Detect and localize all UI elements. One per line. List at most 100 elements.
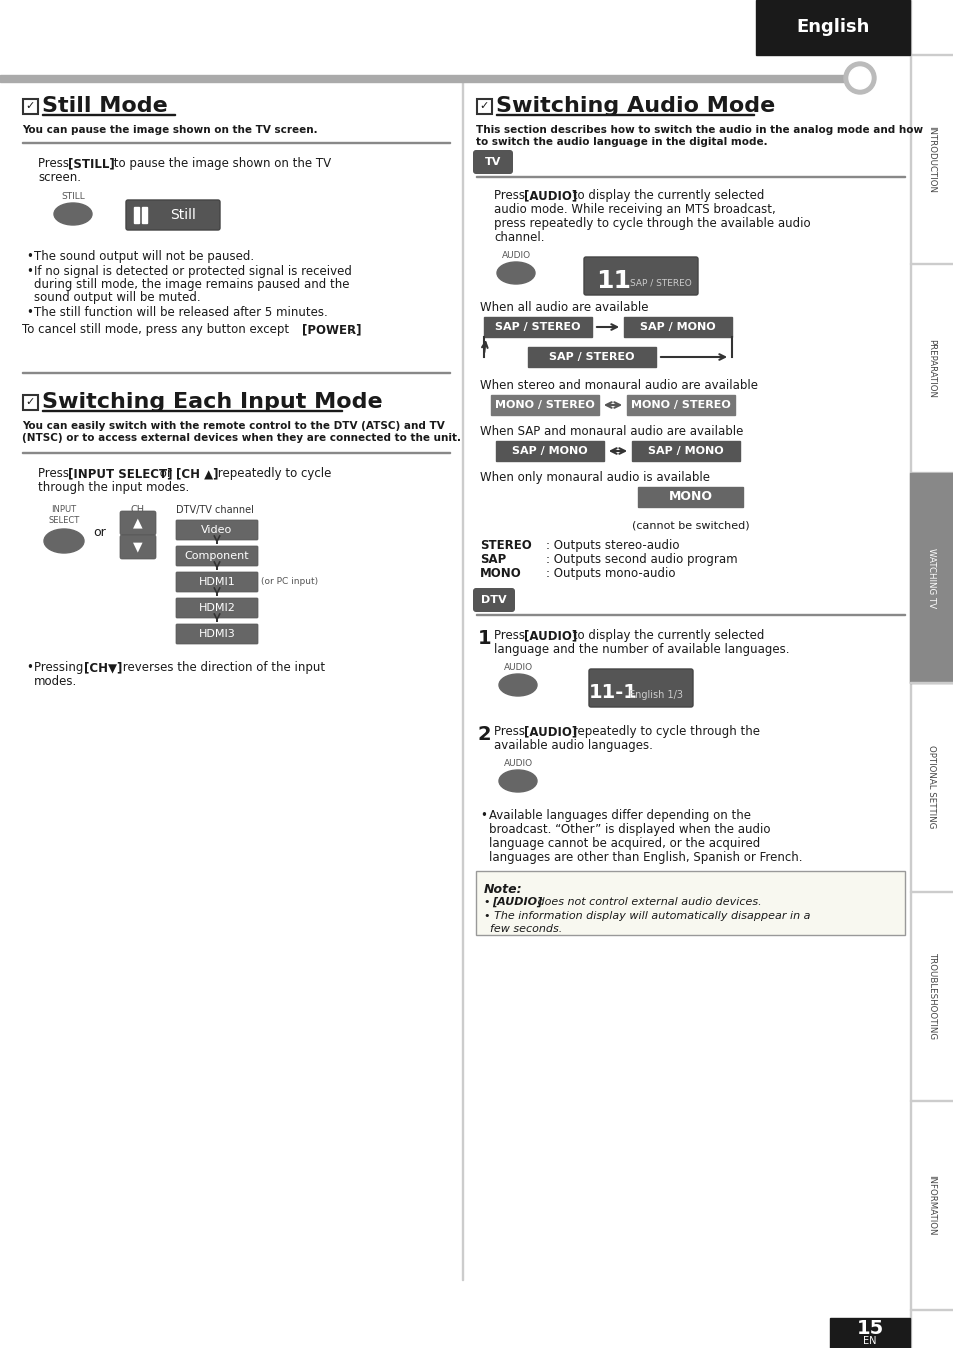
Bar (133, 208, 139, 222)
Text: SAP / STEREO: SAP / STEREO (495, 322, 580, 332)
Text: reverses the direction of the input: reverses the direction of the input (119, 661, 325, 674)
Text: [INPUT SELECT]: [INPUT SELECT] (68, 466, 172, 480)
Text: •: • (479, 809, 486, 822)
Text: •: • (26, 306, 32, 319)
Bar (496, 113, 753, 115)
Text: ✓: ✓ (26, 398, 35, 407)
Text: during still mode, the image remains paused and the: during still mode, the image remains pau… (34, 278, 349, 291)
Text: broadcast. “Other” is displayed when the audio: broadcast. “Other” is displayed when the… (489, 824, 770, 836)
Text: channel.: channel. (494, 231, 544, 244)
Bar (638, 487, 742, 507)
Text: English: English (796, 18, 869, 36)
FancyBboxPatch shape (120, 535, 156, 559)
FancyBboxPatch shape (473, 588, 515, 612)
Text: SAP / STEREO: SAP / STEREO (549, 352, 634, 363)
FancyBboxPatch shape (583, 257, 698, 295)
Text: CH: CH (131, 506, 145, 515)
Text: MONO: MONO (668, 491, 712, 504)
FancyBboxPatch shape (588, 669, 692, 706)
Text: [CH ▲]: [CH ▲] (175, 466, 218, 480)
Bar (42, 113, 174, 115)
Text: HDMI3: HDMI3 (198, 630, 235, 639)
Text: ▼: ▼ (133, 541, 143, 554)
Text: •: • (26, 266, 32, 278)
Text: Component: Component (185, 551, 249, 561)
Text: SAP: SAP (479, 553, 506, 566)
Bar (909, 0, 910, 1348)
Text: [STILL]: [STILL] (68, 156, 114, 170)
Text: or: or (93, 527, 107, 539)
Text: (NTSC) or to access external devices when they are connected to the unit.: (NTSC) or to access external devices whe… (22, 433, 460, 443)
Text: language cannot be acquired, or the acquired: language cannot be acquired, or the acqu… (489, 837, 760, 851)
Text: Available languages differ depending on the: Available languages differ depending on … (489, 809, 750, 822)
Bar (0, 75, 869, 82)
Text: repeatedly to cycle: repeatedly to cycle (213, 466, 331, 480)
Bar (461, 82, 462, 1281)
Text: INPUT
SELECT: INPUT SELECT (49, 506, 79, 526)
FancyBboxPatch shape (476, 871, 904, 936)
Text: Press: Press (38, 466, 72, 480)
Bar (23, 395, 38, 410)
Circle shape (843, 62, 875, 94)
Text: 15: 15 (856, 1318, 882, 1337)
Text: Press: Press (494, 189, 528, 202)
Bar (623, 317, 731, 337)
Text: • The information display will automatically disappear in a: • The information display will automatic… (483, 911, 810, 921)
Text: (cannot be switched): (cannot be switched) (631, 520, 748, 531)
FancyBboxPatch shape (175, 546, 257, 566)
Text: languages are other than English, Spanish or French.: languages are other than English, Spanis… (489, 851, 801, 864)
Text: audio mode. While receiving an MTS broadcast,: audio mode. While receiving an MTS broad… (494, 204, 775, 216)
Text: To cancel still mode, press any button except: To cancel still mode, press any button e… (22, 324, 293, 336)
FancyBboxPatch shape (126, 200, 220, 231)
Text: available audio languages.: available audio languages. (494, 739, 652, 752)
Text: 11-1: 11-1 (588, 683, 637, 702)
Text: : Outputs stereo-audio: : Outputs stereo-audio (545, 539, 679, 551)
Text: TV: TV (484, 156, 500, 167)
Ellipse shape (498, 770, 537, 793)
Bar (476, 98, 492, 115)
Text: ✓: ✓ (26, 101, 35, 112)
Text: [CH▼]: [CH▼] (84, 661, 122, 674)
Text: ✓: ✓ (479, 101, 489, 112)
Text: Press: Press (38, 156, 72, 170)
Bar (496, 441, 603, 461)
Text: few seconds.: few seconds. (490, 923, 561, 934)
Text: STEREO: STEREO (479, 539, 531, 551)
Text: SAP / MONO: SAP / MONO (512, 446, 587, 456)
Text: This section describes how to switch the audio in the analog mode and how: This section describes how to switch the… (476, 125, 923, 135)
Text: TROUBLESHOOTING: TROUBLESHOOTING (926, 953, 936, 1039)
Text: Switching Audio Mode: Switching Audio Mode (496, 97, 775, 116)
Text: 1: 1 (477, 630, 491, 648)
FancyBboxPatch shape (175, 624, 257, 644)
Bar (829, 1318, 909, 1348)
Text: .: . (350, 324, 354, 336)
Text: MONO / STEREO: MONO / STEREO (631, 400, 730, 410)
Text: language and the number of available languages.: language and the number of available lan… (494, 643, 789, 656)
Text: Note:: Note: (483, 883, 522, 896)
Text: [POWER]: [POWER] (302, 324, 361, 336)
Text: When only monaural audio is available: When only monaural audio is available (479, 470, 709, 484)
Text: modes.: modes. (34, 675, 77, 687)
Text: •: • (26, 249, 32, 263)
Text: Still Mode: Still Mode (42, 97, 168, 116)
Text: If no signal is detected or protected signal is received: If no signal is detected or protected si… (34, 266, 352, 278)
Text: When SAP and monaural audio are available: When SAP and monaural audio are availabl… (479, 425, 742, 438)
Ellipse shape (44, 528, 84, 553)
Text: HDMI1: HDMI1 (198, 577, 235, 586)
Bar (755, 0, 909, 55)
Ellipse shape (498, 674, 537, 696)
Circle shape (848, 67, 870, 89)
Text: The still function will be released after 5 minutes.: The still function will be released afte… (34, 306, 328, 319)
Text: does not control external audio devices.: does not control external audio devices. (534, 896, 760, 907)
Bar (631, 441, 740, 461)
Text: Press: Press (494, 725, 528, 737)
Text: Pressing: Pressing (34, 661, 87, 674)
Text: Press: Press (494, 630, 528, 642)
Text: English 1/3: English 1/3 (628, 690, 682, 700)
Text: When all audio are available: When all audio are available (479, 301, 648, 314)
Text: : Outputs mono-audio: : Outputs mono-audio (545, 568, 675, 580)
Text: SAP / MONO: SAP / MONO (647, 446, 723, 456)
Text: MONO / STEREO: MONO / STEREO (495, 400, 595, 410)
Bar (483, 317, 592, 337)
Text: 2: 2 (477, 725, 491, 744)
